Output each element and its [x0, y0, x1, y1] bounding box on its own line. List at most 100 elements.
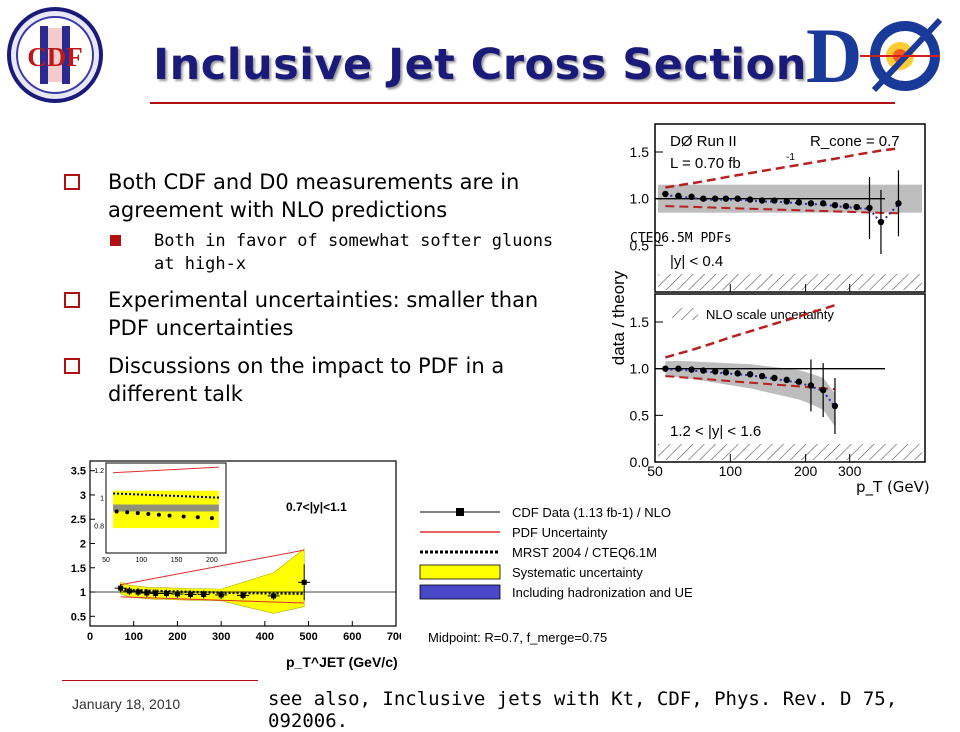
data-point [758, 197, 766, 204]
data-point [688, 193, 695, 200]
data-point [675, 192, 682, 200]
bullet-list: Both CDF and D0 measurements are in agre… [62, 168, 582, 418]
pdf-lower-dashed-line [665, 375, 836, 391]
x-tick-label: 100 [125, 631, 143, 643]
y-tick-label: 3.5 [71, 466, 86, 478]
y-tick-label: 0.5 [630, 407, 650, 423]
y-tick-label: 1.5 [71, 563, 86, 575]
data-point [831, 202, 839, 209]
inset-data-point [181, 514, 186, 519]
data-point [795, 378, 803, 385]
data-point [783, 198, 790, 205]
bullet-text: Both CDF and D0 measurements are in agre… [108, 170, 520, 222]
inset-x-tick-label: 50 [102, 557, 110, 564]
data-point [783, 376, 790, 384]
data-point [153, 590, 159, 596]
data-point [711, 195, 719, 202]
data-point [734, 195, 741, 202]
rapidity-label: |y| < 0.4 [670, 253, 723, 270]
y-tick-label: 2 [80, 539, 86, 551]
svg-text:D: D [806, 12, 862, 98]
x-tick-label: 200 [794, 463, 818, 479]
data-point [866, 204, 873, 212]
bullet-text: Experimental uncertainties: smaller than… [108, 288, 539, 340]
data-point [118, 585, 124, 591]
cone-radius-label: R_cone = 0.7 [810, 133, 900, 150]
data-point [174, 591, 180, 597]
data-point [771, 197, 778, 204]
inset-data-point [209, 516, 214, 521]
rapidity-label: 0.7<|y|<1.1 [286, 500, 347, 514]
bullet-item-3: Discussions on the impact to PDF in a di… [62, 352, 582, 408]
inset-y-tick-label: 0.8 [94, 523, 104, 530]
data-point [819, 200, 827, 207]
data-point [218, 592, 224, 598]
data-point [771, 374, 778, 382]
data-point [853, 203, 860, 211]
bullet-item-2: Experimental uncertainties: smaller than… [62, 286, 582, 342]
pdf-upper-dashed-line [665, 304, 836, 359]
inset-x-tick-label: 150 [171, 557, 183, 564]
y-tick-label: 1.0 [630, 361, 650, 377]
alternate-pdf-dotted-line [665, 368, 836, 408]
d0-logo: D [806, 12, 943, 98]
data-point [144, 590, 150, 596]
scale-uncertainty-hatch [658, 444, 922, 460]
filled-square-bullet-icon [110, 235, 121, 246]
pdf-uncertainty-band [665, 360, 835, 427]
y-tick-label: 3 [80, 490, 86, 502]
legend-label: Systematic uncertainty [512, 565, 643, 580]
hollow-square-bullet-icon [64, 174, 80, 190]
bullet-item-1: Both CDF and D0 measurements are in agre… [62, 168, 582, 224]
footer-reference: see also, Inclusive jets with Kt, CDF, P… [268, 688, 898, 732]
d0-panel-bottom: NLO scale uncertainty 1.2 < |y| < 1.6 0.… [630, 293, 926, 470]
cdf-inset-plot: 0.8 1 1.2 50 100 150 200 [94, 462, 227, 564]
inset-mrst-line [113, 492, 219, 499]
y-tick-label: 0.5 [71, 611, 86, 623]
legend-item-systematic: Systematic uncertainty [419, 564, 643, 580]
data-point [188, 591, 194, 597]
rapidity-label: 1.2 < |y| < 1.6 [670, 423, 761, 440]
x-tick-label: 0 [87, 631, 93, 643]
data-point [734, 370, 741, 377]
hollow-square-bullet-icon [64, 292, 80, 308]
legend-item-data: CDF Data (1.13 fb-1) / NLO [420, 505, 671, 520]
x-tick-label: 300 [212, 631, 230, 643]
legend-label: Including hadronization and UE [512, 585, 693, 600]
data-point [807, 382, 815, 389]
inset-y-tick-label: 1.2 [94, 468, 104, 475]
legend-label: NLO scale uncertainty [706, 307, 834, 322]
data-point [746, 371, 754, 378]
data-point [126, 588, 132, 594]
y-tick-label: 1 [80, 587, 86, 599]
pdf-set-label: CTEQ6.5M PDFs [630, 231, 732, 246]
footer-date: January 18, 2010 [72, 696, 181, 712]
pdf-uncertainty-upper [120, 549, 305, 586]
data-point [831, 402, 839, 410]
x-tick-label: 600 [343, 631, 361, 643]
cdf-ratio-chart: 0.7<|y|<1.1 p_T^JET (GeV/c) 0.811.250 100… [71, 460, 401, 670]
y-tick-label: 2.5 [71, 514, 86, 526]
data-point [700, 367, 707, 374]
data-point [675, 365, 682, 372]
data-point [688, 366, 695, 373]
data-point [842, 202, 850, 210]
scale-uncertainty-hatch [658, 274, 922, 290]
inset-data-point [135, 511, 140, 516]
bullet-text: Discussions on the impact to PDF in a di… [108, 354, 505, 406]
x-tick-label: 200 [168, 631, 186, 643]
cdf-legend: CDF Data (1.13 fb-1) / NLO PDF Uncertain… [419, 505, 693, 645]
x-tick-label: 400 [256, 631, 274, 643]
inset-x-tick-label: 200 [206, 557, 218, 564]
legend-hatch-swatch [672, 308, 698, 320]
inset-data-point [125, 510, 130, 515]
midpoint-note: Midpoint: R=0.7, f_merge=0.75 [428, 630, 607, 645]
y-tick-label: 1.5 [630, 144, 650, 160]
data-point [301, 579, 307, 585]
data-point [711, 368, 719, 375]
data-point [722, 369, 730, 376]
d0-ratio-chart: data / theory DØ Run II R_cone = 0.7 L =… [609, 123, 930, 497]
sub-bullet-text: Both in favor of somewhat softer gluons … [154, 231, 554, 274]
data-point [722, 195, 730, 202]
y-tick-label: 1.0 [630, 191, 650, 207]
